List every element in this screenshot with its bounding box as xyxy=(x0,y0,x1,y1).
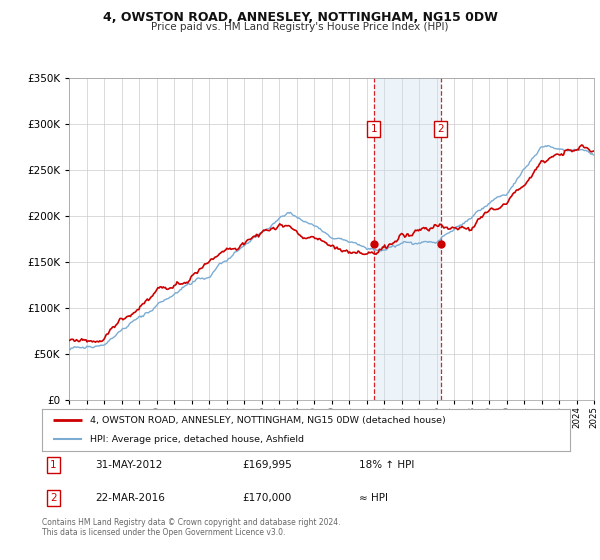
Text: 31-MAY-2012: 31-MAY-2012 xyxy=(95,460,162,470)
Text: 2: 2 xyxy=(437,124,444,134)
Text: 22-MAR-2016: 22-MAR-2016 xyxy=(95,493,164,503)
Text: £170,000: £170,000 xyxy=(242,493,292,503)
Text: 2: 2 xyxy=(50,493,57,503)
Text: Price paid vs. HM Land Registry's House Price Index (HPI): Price paid vs. HM Land Registry's House … xyxy=(151,22,449,32)
Text: 4, OWSTON ROAD, ANNESLEY, NOTTINGHAM, NG15 0DW (detached house): 4, OWSTON ROAD, ANNESLEY, NOTTINGHAM, NG… xyxy=(89,416,445,424)
Bar xyxy=(374,78,440,400)
Text: 18% ↑ HPI: 18% ↑ HPI xyxy=(359,460,414,470)
Text: £169,995: £169,995 xyxy=(242,460,292,470)
Text: HPI: Average price, detached house, Ashfield: HPI: Average price, detached house, Ashf… xyxy=(89,435,304,444)
Text: This data is licensed under the Open Government Licence v3.0.: This data is licensed under the Open Gov… xyxy=(42,528,286,536)
Text: 4, OWSTON ROAD, ANNESLEY, NOTTINGHAM, NG15 0DW: 4, OWSTON ROAD, ANNESLEY, NOTTINGHAM, NG… xyxy=(103,11,497,24)
Text: Contains HM Land Registry data © Crown copyright and database right 2024.: Contains HM Land Registry data © Crown c… xyxy=(42,518,341,527)
Text: ≈ HPI: ≈ HPI xyxy=(359,493,388,503)
Text: 1: 1 xyxy=(371,124,377,134)
Text: 1: 1 xyxy=(50,460,57,470)
